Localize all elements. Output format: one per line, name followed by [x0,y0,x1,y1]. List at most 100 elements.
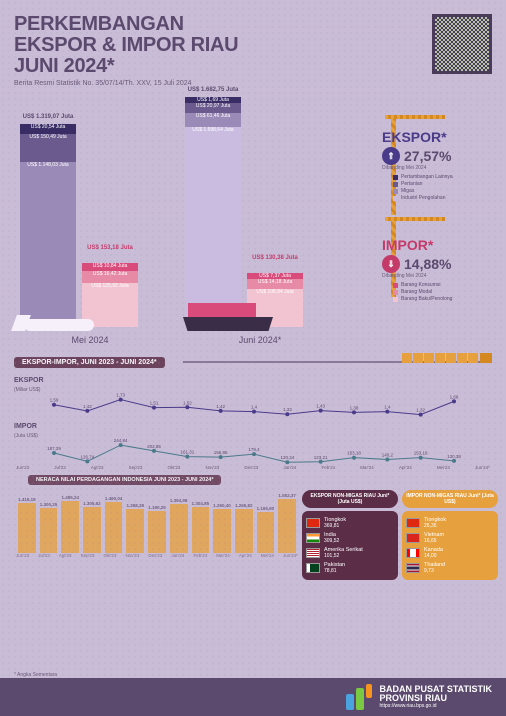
legend-item: Pertambangan Lainnya [382,174,492,181]
mei-impor-total: US$ 153,18 Juta [82,245,138,251]
bar-segment: US$ 20,54 Juta [20,124,76,134]
ekspor-line-label: EKSPOR [14,377,44,384]
impor-line-label: IMPOR [14,423,37,430]
svg-text:1,32: 1,32 [416,408,425,413]
flag-icon [306,548,320,558]
bar-segment: US$ 20,97 Juta [185,103,241,113]
flag-icon [406,563,420,573]
jun-impor-total: US$ 130,38 Juta [247,255,303,261]
impor-line-chart: 187,29126,74244,84202,85161,31156,95179,… [14,439,492,473]
ekspor-title: EKSPOR* [382,129,492,145]
qr-code [432,14,492,74]
svg-text:1,59: 1,59 [50,398,59,403]
footer-prov: PROVINSI RIAU [380,694,493,703]
flag-icon [406,533,420,543]
svg-text:153,18: 153,18 [414,451,428,456]
flag-icon [406,548,420,558]
svg-text:156,95: 156,95 [214,450,228,455]
jun-ekspor-total: US$ 1.682,75 Juta [185,87,241,93]
country-row: Vietnam16,65 [406,532,494,544]
mei-block: US$ 1.319,07 Juta US$ 20,54 JutaUS$ 150,… [20,124,190,327]
impor-nonmigas-title: IMPOR NON-MIGAS RIAU Juni* (Juta US$) [402,490,498,508]
ekspor-country-list: Tiongkok369,81 India309,52 Amerika Serikat… [302,511,398,580]
legend-item: Industri Pengolahan [382,195,492,202]
legend-item: Pertanian [382,181,492,188]
svg-text:1,68: 1,68 [450,394,459,399]
footer: BADAN PUSAT STATISTIK PROVINSI RIAU http… [0,678,506,716]
svg-text:179,4: 179,4 [248,447,260,452]
svg-text:1,43: 1,43 [316,404,325,409]
ekspor-pct: 27,57% [404,148,451,164]
svg-text:187,29: 187,29 [47,446,61,451]
impor-legend: Barang KonsumsiBarang ModalBarang Baku/P… [382,282,492,303]
mei-ekspor-total: US$ 1.319,07 Juta [20,114,76,120]
month-label-mei: Mei 2024 [30,335,150,345]
line-charts: EKSPOR (Miliar US$) 1,591,421,731,511,52… [14,375,492,470]
impor-country-list: Tiongkok26,35 Vietnam16,65 Kanada14,00 Thai… [402,511,498,580]
footer-url: https://www.riau.bps.go.id [380,703,493,709]
flag-icon [306,563,320,573]
country-row: Kanada14,00 [406,547,494,559]
plane-icon [14,301,104,331]
impor-pct: 14,88% [404,256,451,272]
flag-icon [406,518,420,528]
flag-icon [306,518,320,528]
jun-ekspor-bar: US$ 1,69 JutaUS$ 20,97 JutaUS$ 61,46 Jut… [185,97,241,327]
mei-ekspor-bar: US$ 20,54 JutaUS$ 150,49 JutaUS$ 1.148,0… [20,124,76,327]
truck-icon [183,353,492,371]
country-row: Pakistan78,81 [306,562,394,574]
bar-segment: US$ 61,46 Juta [185,113,241,127]
page-title: PERKEMBANGANEKSPOR & IMPOR RIAUJUNI 2024… [14,14,492,77]
svg-text:1,51: 1,51 [150,401,159,406]
svg-text:1,38: 1,38 [350,405,359,410]
legend-item: Barang Baku/Penolong [382,296,492,303]
legend-item: Migas [382,188,492,195]
impor-title: IMPOR* [382,237,492,253]
bar-segment: US$ 16,42 Juta [82,271,138,283]
svg-text:1,73: 1,73 [116,393,125,398]
ship-icon [178,299,278,331]
ekspor-line-row: EKSPOR (Miliar US$) 1,591,421,731,511,52… [14,375,492,419]
country-row: Amerika Serikat101,52 [306,547,394,559]
svg-text:153,18: 153,18 [347,451,361,456]
svg-text:1,4: 1,4 [251,405,258,410]
impor-note: Dibanding Mei 2024 [382,273,492,279]
ekspor-note: Dibanding Mei 2024 [382,165,492,171]
svg-text:1,52: 1,52 [183,400,192,405]
jun-block: US$ 1.682,75 Juta US$ 1,69 JutaUS$ 20,97… [185,97,355,327]
svg-text:120,24: 120,24 [280,455,294,460]
country-row: Tiongkok26,35 [406,517,494,529]
country-row: Thailand9,73 [406,562,494,574]
impor-line-row: IMPOR (Juta US$) 187,29126,74244,84202,8… [14,421,492,465]
country-columns: EKSPOR NON-MIGAS RIAU Juni* (Juta US$) T… [302,490,498,580]
country-row: Tiongkok369,81 [306,517,394,529]
subtitle: Berita Resmi Statistik No. 35/07/14/Th. … [14,80,492,87]
ekspor-info: EKSPOR* ⇑ 27,57% Dibanding Mei 2024 Pert… [382,129,492,202]
svg-text:1,4: 1,4 [384,405,391,410]
flag-icon [306,533,320,543]
svg-text:1,42: 1,42 [83,404,92,409]
svg-text:140,2: 140,2 [382,452,394,457]
svg-text:202,85: 202,85 [147,444,161,449]
month-label-jun: Juni 2024* [200,335,320,345]
bar-segment: US$ 14,18 Juta [247,279,303,289]
upper-chart-area: US$ 1.319,07 Juta US$ 20,54 JutaUS$ 150,… [0,91,506,351]
legend-item: Barang Modal [382,289,492,296]
svg-text:1,42: 1,42 [216,404,225,409]
svg-text:123,21: 123,21 [314,455,328,460]
svg-text:126,74: 126,74 [80,454,94,459]
bps-logo-icon [346,684,372,710]
bar-segment: US$ 150,49 Juta [20,134,76,162]
impor-info: IMPOR* ⇓ 14,88% Dibanding Mei 2024 Baran… [382,237,492,303]
legend-item: Barang Konsumsi [382,282,492,289]
country-row: India309,52 [306,532,394,544]
down-arrow-icon: ⇓ [382,255,400,273]
ekspor-nonmigas-title: EKSPOR NON-MIGAS RIAU Juni* (Juta US$) [302,490,398,508]
bar-segment: US$ 1.598,64 Juta [185,127,241,327]
up-arrow-icon: ⇑ [382,147,400,165]
svg-text:161,31: 161,31 [180,450,194,455]
bar-segment: US$ 10,84 Juta [82,263,138,271]
svg-text:130,38: 130,38 [447,454,461,459]
ekspor-legend: Pertambangan LainnyaPertanianMigasIndust… [382,174,492,202]
svg-text:1,33: 1,33 [283,407,292,412]
